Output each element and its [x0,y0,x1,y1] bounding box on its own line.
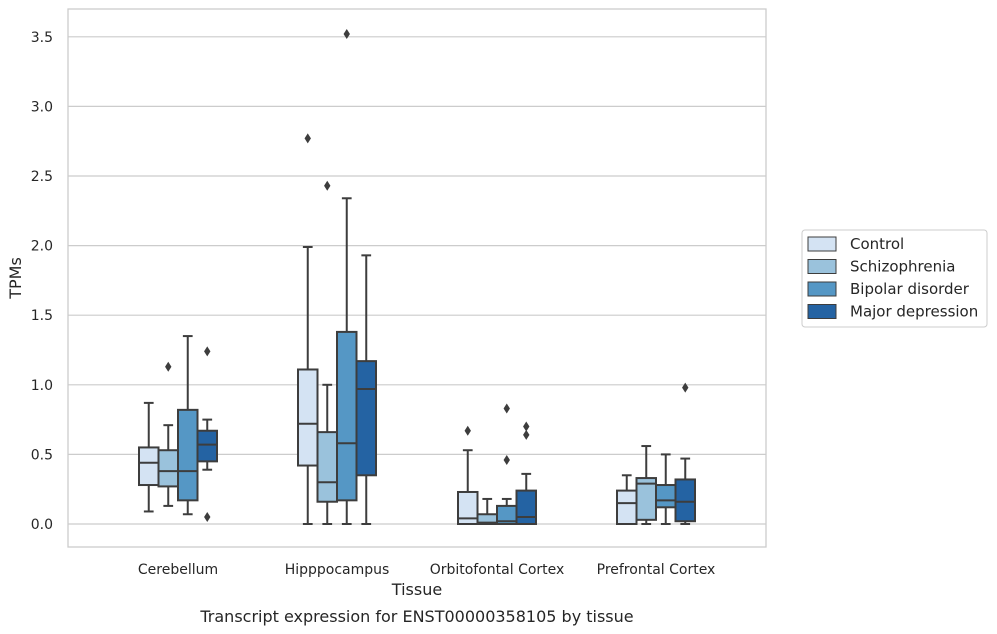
box-body [316,431,338,503]
box-body [457,490,479,526]
box-body [157,449,179,488]
y-tick-label: 1.0 [31,378,53,394]
outlier-point [165,361,172,372]
outlier-point [343,29,350,40]
legend: Control Schizophrenia Bipolar disorder Majo… [801,229,988,328]
box-body [177,408,199,502]
y-tick-label: 3.5 [31,30,53,46]
outlier-point [204,346,211,357]
legend-swatch [807,304,837,319]
legend-swatch [807,259,837,274]
legend-label: Schizophrenia [850,258,955,276]
y-tick-label: 0.5 [31,447,53,463]
box-plot-series [138,29,696,526]
box [655,453,677,525]
y-tick-label: 2.0 [31,239,53,255]
outlier-point [682,382,689,393]
legend-frame [801,229,988,328]
plot-frame [67,8,767,548]
outlier-point [523,421,530,432]
legend-swatch [807,236,837,252]
box-body [655,484,677,509]
y-axis-ticks: 0.0 0.5 1.0 1.5 2.0 2.5 3.0 3.5 [31,30,53,533]
box [515,421,537,526]
box [196,346,218,523]
legend-label: Major depression [850,303,978,321]
legend-items: Control Schizophrenia Bipolar disorder Majo… [807,235,978,321]
box-body [616,489,638,526]
outlier-point [204,512,211,523]
x-tick-label: Hipppocampus [285,562,390,578]
y-tick-label: 3.0 [31,99,53,115]
box-body [336,330,358,502]
box-body [674,478,696,523]
outlier-point [304,133,311,144]
box-body [196,429,218,463]
legend-label: Bipolar disorder [850,280,970,298]
box [297,133,319,525]
outlier-point [324,180,331,191]
y-tick-label: 2.5 [31,169,53,185]
x-axis-label: Tissue [391,580,442,599]
legend-label: Control [850,235,904,253]
x-tick-label: Prefrontal Cortex [597,562,716,578]
box [635,445,657,525]
outlier-point [523,429,530,440]
x-axis-ticks: Cerebellum Hipppocampus Orbitofontal Corte… [138,562,715,578]
box-body [355,360,377,477]
legend-swatch [807,281,837,297]
box [476,497,498,525]
y-axis-label: TPMs [6,257,25,300]
outlier-point [464,425,471,436]
outlier-point [503,403,510,414]
box [316,180,338,525]
chart-caption: Transcript expression for ENST0000035810… [199,607,633,626]
box [496,403,518,525]
box [616,474,638,526]
box [157,361,179,507]
y-tick-label: 1.5 [31,308,53,324]
x-tick-label: Cerebellum [138,562,218,578]
x-tick-label: Orbitofontal Cortex [430,562,565,578]
outlier-point [503,454,510,465]
box-body [297,368,319,467]
box [674,382,696,525]
box [138,401,160,513]
box [336,29,358,525]
y-tick-label: 0.0 [31,517,53,533]
box [355,254,377,525]
box [457,425,479,526]
box-body [515,489,537,526]
box-body [138,446,160,487]
box [177,335,199,516]
